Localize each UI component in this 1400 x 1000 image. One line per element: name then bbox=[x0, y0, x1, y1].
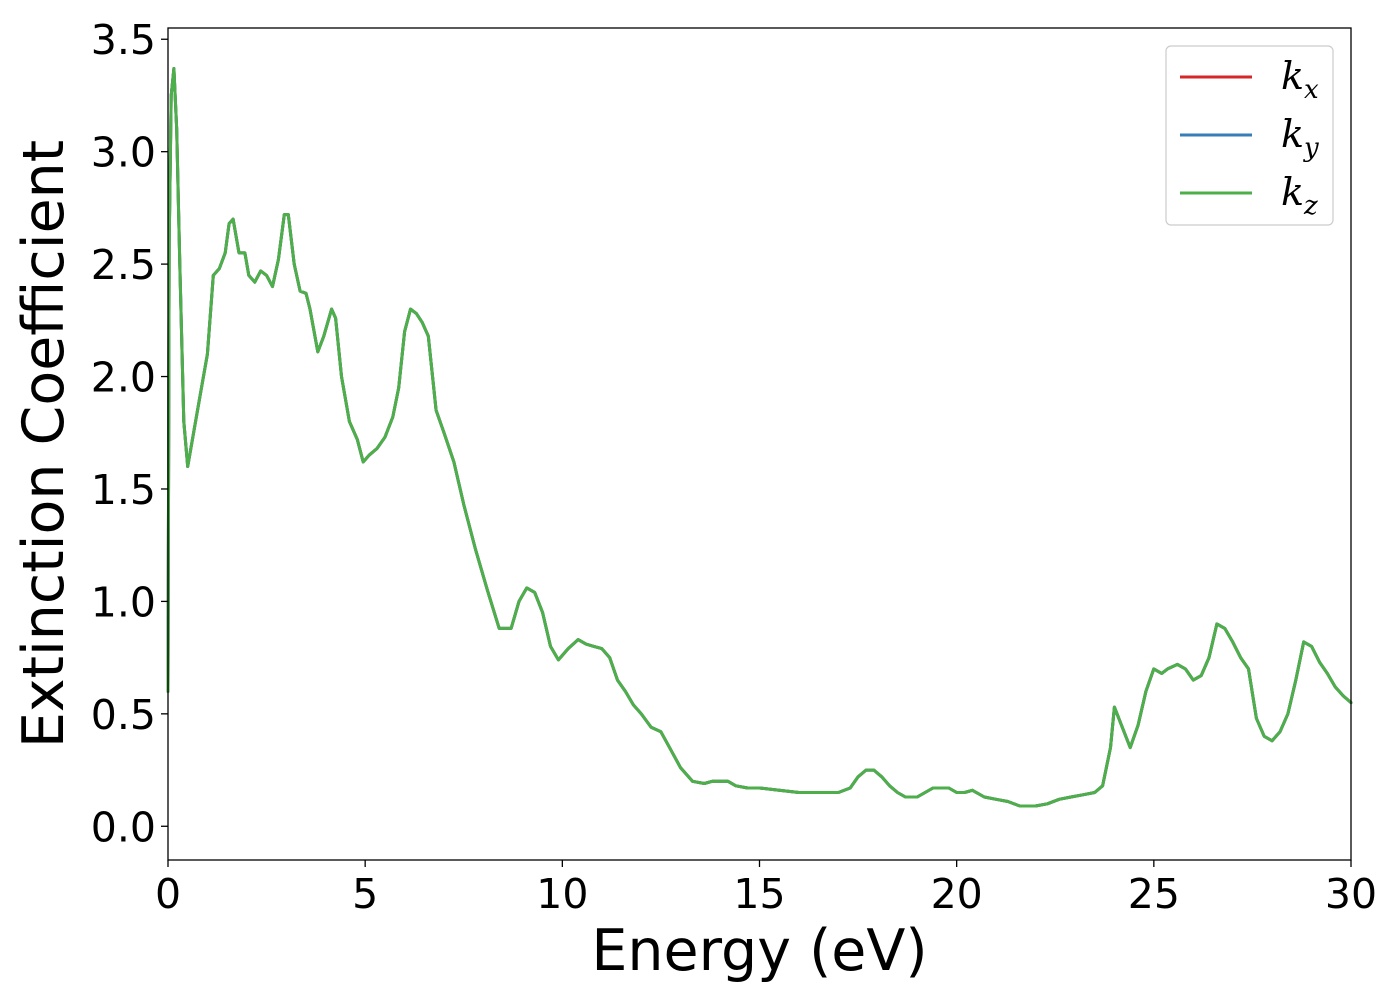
legend-label: kx bbox=[1281, 54, 1319, 105]
y-tick-label: 1.5 bbox=[91, 466, 156, 514]
series-line-k_z bbox=[166, 67, 1353, 808]
x-tick-label: 10 bbox=[536, 870, 588, 918]
y-tick-label: 2.0 bbox=[91, 354, 156, 402]
y-tick-label: 2.5 bbox=[91, 241, 156, 289]
x-tick-label: 5 bbox=[352, 870, 378, 918]
y-tick-label: 1.0 bbox=[91, 578, 156, 626]
legend-label: kz bbox=[1281, 170, 1318, 221]
y-tick-label: 3.0 bbox=[91, 129, 156, 177]
x-axis-label: Energy (eV) bbox=[591, 918, 927, 984]
x-axis: 0 5 10 15 20 25 30 bbox=[155, 860, 1377, 918]
y-tick-label: 0.5 bbox=[91, 691, 156, 739]
x-tick-label: 20 bbox=[931, 870, 983, 918]
y-tick-label: 0.0 bbox=[91, 803, 156, 851]
y-tick-label: 3.5 bbox=[91, 16, 156, 64]
x-tick-label: 25 bbox=[1128, 870, 1180, 918]
legend-label: ky bbox=[1281, 112, 1319, 163]
y-axis-label: Extinction Coefficient bbox=[11, 140, 77, 748]
y-axis: 0.0 0.5 1.0 1.5 2.0 2.5 3.0 3.5 bbox=[91, 16, 168, 851]
x-tick-label: 15 bbox=[733, 870, 785, 918]
series-layer bbox=[166, 67, 1353, 808]
legend: kx ky kz bbox=[1165, 45, 1334, 226]
x-tick-label: 30 bbox=[1325, 870, 1377, 918]
x-tick-label: 0 bbox=[155, 870, 181, 918]
